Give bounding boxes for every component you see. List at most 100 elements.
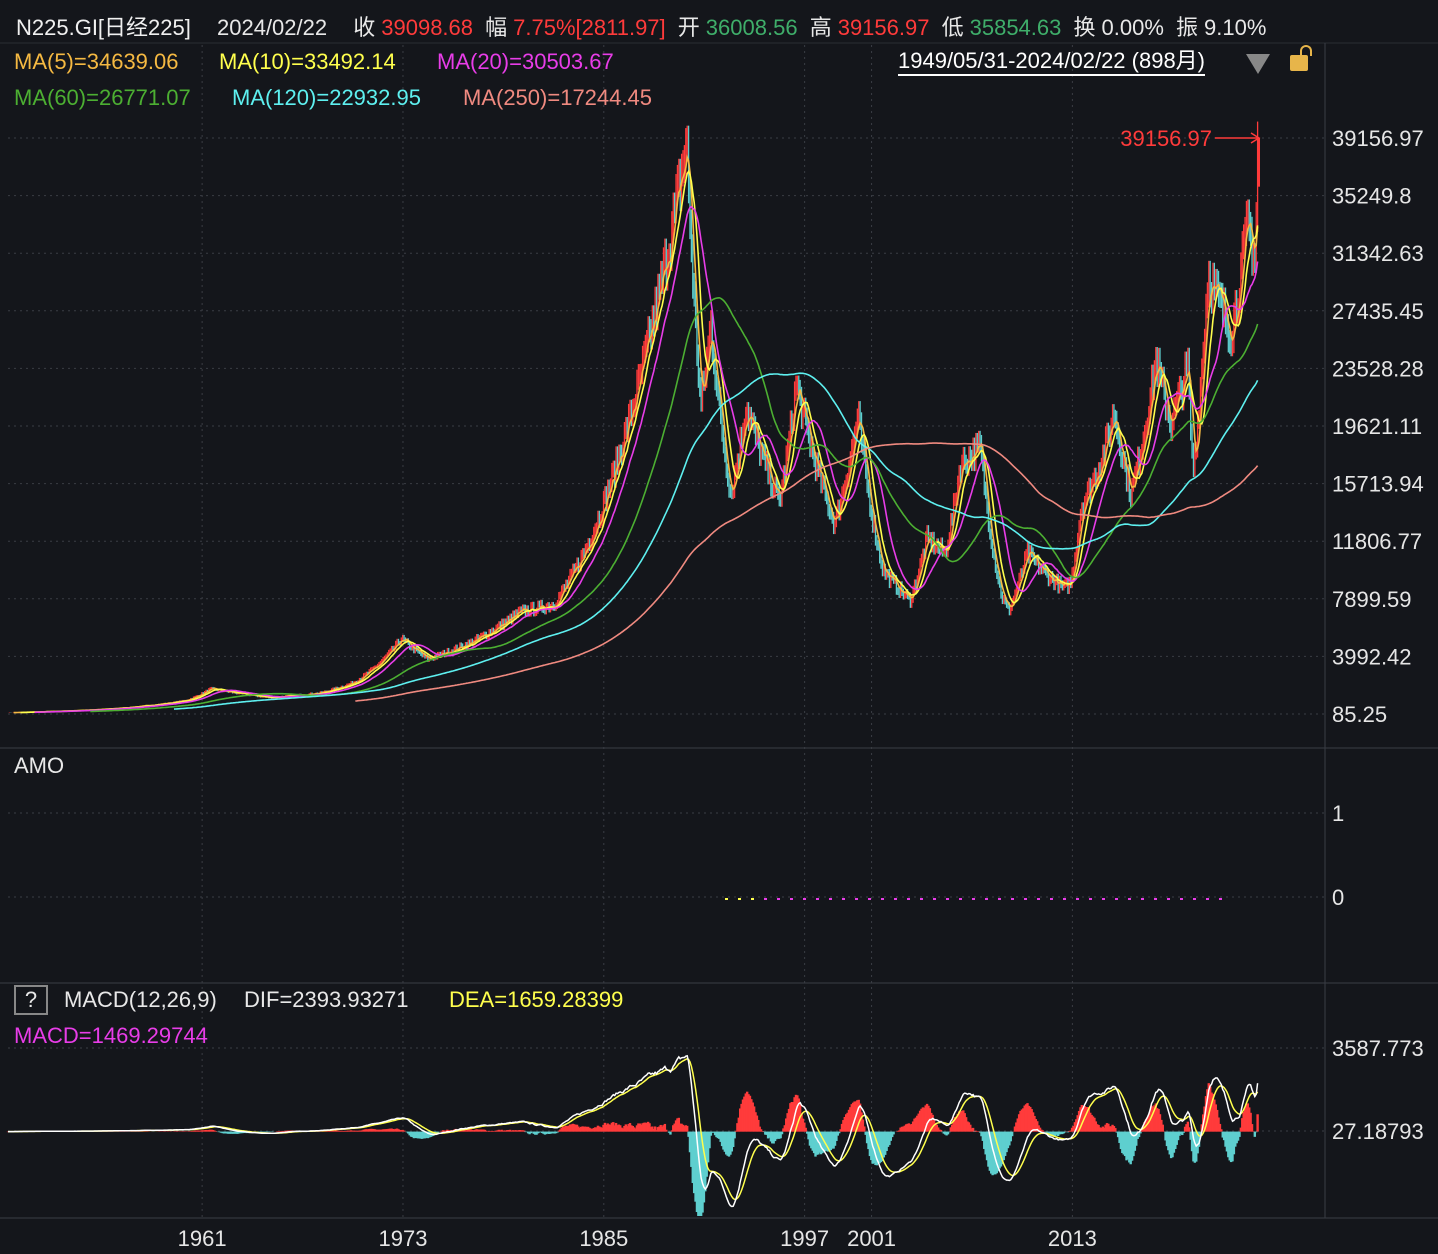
macd-bar — [868, 1131, 872, 1157]
macd-bar — [994, 1131, 997, 1175]
macd-bar — [476, 1129, 480, 1132]
macd-bar — [1006, 1131, 1010, 1149]
macd-bar — [930, 1112, 933, 1132]
macd-bar — [416, 1131, 420, 1139]
macd-bar — [786, 1113, 789, 1132]
macd-bar — [889, 1131, 893, 1141]
macd-bar — [221, 1131, 224, 1134]
macd-bar — [525, 1131, 529, 1133]
amo-bar — [998, 898, 1001, 900]
macd-bar — [921, 1107, 925, 1132]
macd-bar — [203, 1130, 206, 1132]
amo-bar — [894, 898, 897, 900]
macd-bar — [708, 1131, 711, 1149]
macd-bar — [1256, 1114, 1259, 1132]
macd-bar — [846, 1112, 849, 1132]
macd-bar — [446, 1129, 449, 1132]
close-value: 39098.68 — [381, 15, 474, 40]
macd-bar — [1040, 1129, 1043, 1132]
macd-bar — [752, 1106, 756, 1132]
macd-bar — [395, 1128, 399, 1132]
amo-bar — [972, 898, 975, 900]
macd-bar — [826, 1131, 830, 1152]
lock-icon[interactable] — [1290, 45, 1312, 71]
macd-bar — [885, 1131, 888, 1151]
macd-bar — [980, 1131, 983, 1137]
dropdown-triangle-icon[interactable] — [1246, 54, 1270, 74]
macd-bar — [875, 1131, 879, 1166]
macd-bar — [673, 1123, 676, 1132]
macd-bar — [966, 1121, 969, 1132]
macd-bar — [462, 1129, 466, 1132]
macd-bar — [944, 1131, 947, 1135]
amo-bar — [959, 898, 962, 900]
macd-bar — [896, 1130, 899, 1132]
amo-bar — [829, 898, 832, 900]
help-button[interactable]: ? — [14, 985, 48, 1015]
macd-bar — [819, 1131, 823, 1155]
macd-bar — [1045, 1131, 1049, 1134]
macd-bar — [807, 1131, 810, 1140]
macd-bar — [199, 1130, 202, 1132]
macd-bar — [206, 1130, 209, 1132]
macd-bar — [241, 1131, 244, 1134]
macd-bar — [706, 1131, 710, 1163]
amo-bar — [1180, 898, 1183, 900]
macd-bar — [338, 1130, 342, 1132]
macd-bar — [1213, 1099, 1216, 1132]
macd-bar — [1069, 1130, 1072, 1132]
y-tick-label: 85.25 — [1332, 702, 1387, 727]
macd-bar — [383, 1129, 386, 1132]
macd-bar — [1123, 1131, 1127, 1157]
macd-bar — [904, 1124, 908, 1132]
macd-bar — [1228, 1131, 1231, 1161]
macd-bar — [1221, 1131, 1224, 1138]
macd-bar — [1111, 1124, 1114, 1132]
macd-bar — [831, 1131, 834, 1149]
macd-bar — [764, 1131, 767, 1135]
macd-bar — [931, 1114, 934, 1132]
macd-bar — [347, 1130, 350, 1132]
macd-bar — [234, 1131, 237, 1134]
macd-bar — [1122, 1131, 1125, 1155]
change-label: 幅 — [485, 15, 508, 40]
macd-bar — [603, 1122, 607, 1132]
macd-bar — [349, 1130, 353, 1132]
macd-bar — [849, 1107, 852, 1132]
macd-bar — [596, 1125, 600, 1132]
macd-bar — [612, 1122, 615, 1132]
y-tick-label: 11806.77 — [1332, 529, 1422, 554]
amo-bar — [1128, 898, 1131, 900]
macd-bar — [373, 1129, 376, 1132]
macd-bar — [913, 1118, 916, 1132]
macd-bar — [515, 1130, 519, 1132]
macd-bar — [1197, 1131, 1201, 1147]
macd-bar — [1104, 1124, 1107, 1132]
macd-bar — [609, 1124, 612, 1132]
macd-bar — [573, 1124, 576, 1132]
macd-bar — [860, 1112, 863, 1132]
macd-bar — [1041, 1130, 1045, 1132]
macd-bar — [1137, 1131, 1141, 1138]
macd-bar — [1168, 1131, 1171, 1155]
macd-bar — [536, 1131, 540, 1134]
macd-bar — [369, 1128, 372, 1132]
macd-bar — [925, 1103, 929, 1132]
macd-bar — [712, 1131, 715, 1133]
macd-bar — [780, 1131, 784, 1135]
macd-bar — [1038, 1127, 1042, 1132]
macd-bar — [464, 1129, 467, 1132]
macd-bar — [483, 1129, 487, 1132]
macd-bar — [1093, 1117, 1096, 1132]
macd-bar — [1029, 1106, 1032, 1132]
macd-bar — [1199, 1131, 1202, 1136]
macd-bar — [617, 1124, 621, 1132]
macd-bar — [879, 1131, 883, 1163]
amo-bar — [1037, 898, 1040, 900]
macd-bar — [1175, 1131, 1178, 1145]
macd-bar — [482, 1129, 485, 1132]
date-range-selector[interactable]: 1949/05/31-2024/02/22 (898月) — [898, 48, 1206, 76]
macd-bar — [554, 1131, 558, 1134]
macd-bar — [870, 1131, 873, 1161]
